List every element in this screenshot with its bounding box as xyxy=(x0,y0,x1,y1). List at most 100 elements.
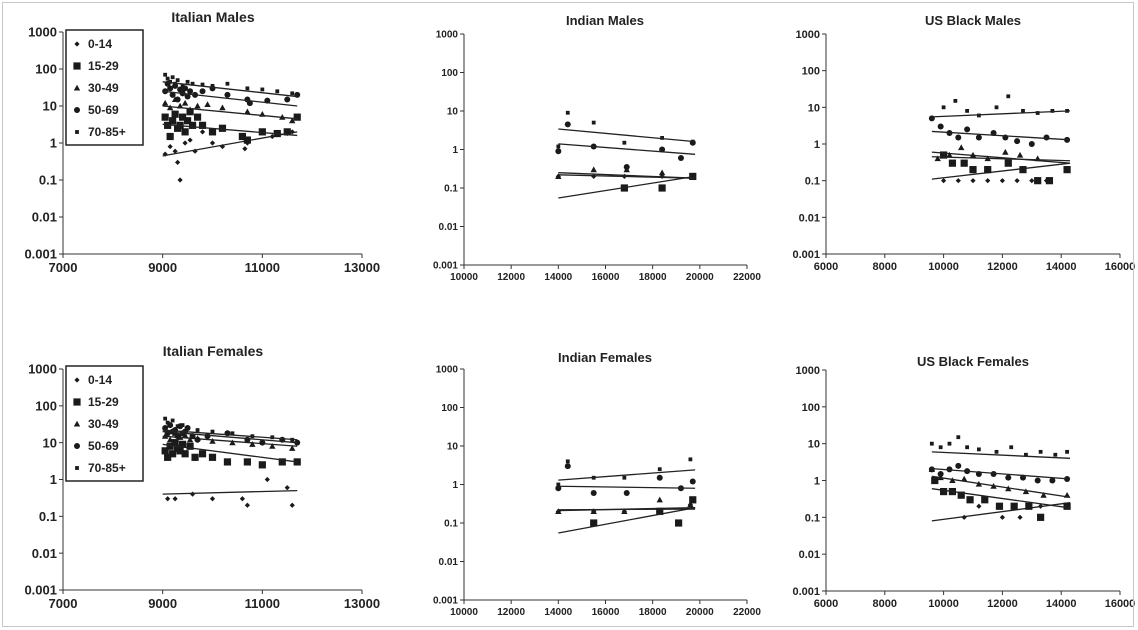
data-point xyxy=(1053,452,1058,457)
data-point xyxy=(675,519,683,527)
x-tick-label: 11000 xyxy=(245,596,280,611)
data-point xyxy=(208,128,217,136)
y-tick-label: 1000 xyxy=(28,25,57,40)
data-point xyxy=(976,447,981,452)
data-point xyxy=(187,88,194,95)
data-point xyxy=(956,435,961,440)
data-point xyxy=(564,463,571,470)
data-point xyxy=(958,144,965,151)
legend-box xyxy=(65,365,144,482)
data-point xyxy=(689,496,697,504)
data-point xyxy=(929,116,934,121)
series-50-69 xyxy=(162,80,301,107)
x-tick-label: 8000 xyxy=(873,598,897,610)
data-point xyxy=(172,496,178,502)
data-point xyxy=(965,108,970,113)
data-point xyxy=(1004,159,1012,167)
data-point xyxy=(623,490,630,497)
data-point xyxy=(185,79,190,84)
data-point xyxy=(949,477,956,484)
data-point xyxy=(169,91,176,98)
data-point xyxy=(171,439,179,447)
data-point xyxy=(999,178,1005,184)
trend-line xyxy=(931,151,1071,164)
series-70-85 xyxy=(162,72,298,98)
x-tick-label: 16000 xyxy=(1105,261,1136,273)
data-point xyxy=(941,105,946,110)
data-point xyxy=(164,453,172,461)
data-point xyxy=(181,128,189,136)
y-tick-label: 100 xyxy=(35,62,57,77)
panel-us-black-females: US Black Females 0.001 0.01 0.1 1 10 100 1000 60… xyxy=(792,354,1135,610)
data-point xyxy=(1037,513,1045,521)
x-tick-label: 8000 xyxy=(873,261,897,273)
data-point xyxy=(1065,449,1069,454)
y-tick-label: 1 xyxy=(814,139,820,151)
data-point xyxy=(1028,141,1035,147)
data-point xyxy=(293,113,301,121)
y-tick-label: 0.001 xyxy=(792,586,820,598)
data-point xyxy=(239,496,245,502)
data-point xyxy=(1010,502,1018,510)
data-point xyxy=(1014,178,1020,184)
data-point xyxy=(940,487,948,496)
data-point xyxy=(210,83,215,88)
data-point xyxy=(180,83,185,88)
y-tick-label: 10 xyxy=(808,439,820,451)
data-point xyxy=(934,155,941,162)
data-point xyxy=(659,146,666,153)
data-point xyxy=(174,96,181,103)
legend-label: 15-29 xyxy=(88,59,119,73)
series-50-69 xyxy=(555,121,696,171)
y-tick-label: 0.1 xyxy=(444,184,458,195)
data-point xyxy=(289,502,295,508)
data-point xyxy=(555,148,562,155)
y-tick-label: 1 xyxy=(814,475,820,487)
data-point xyxy=(168,79,173,84)
y-tick-label: 100 xyxy=(802,66,820,78)
data-point xyxy=(289,117,296,124)
data-point xyxy=(169,117,177,125)
data-point xyxy=(218,124,227,132)
data-point xyxy=(660,136,664,140)
series-0-14 xyxy=(162,476,298,508)
data-point xyxy=(565,459,570,464)
x-tick-label: 16000 xyxy=(1105,598,1136,610)
data-point xyxy=(249,441,256,447)
data-point xyxy=(264,476,270,483)
data-point xyxy=(590,490,597,497)
x-tick-label: 6000 xyxy=(814,598,838,610)
data-point xyxy=(185,426,190,430)
data-point xyxy=(194,436,201,443)
x-tick-label: 20000 xyxy=(686,607,714,618)
data-point xyxy=(174,433,181,440)
data-point xyxy=(186,436,194,443)
legend-marker-30-49 xyxy=(73,420,81,427)
data-point xyxy=(190,81,195,86)
x-tick-label: 13000 xyxy=(344,260,380,275)
data-point xyxy=(656,507,664,516)
data-point xyxy=(590,166,597,173)
legend-marker-70-85 xyxy=(75,466,79,470)
y-tick-label: 10 xyxy=(808,102,820,114)
chart-title: Indian Females xyxy=(558,350,652,365)
data-point xyxy=(658,184,666,192)
trend-line xyxy=(931,156,1071,162)
data-point xyxy=(278,458,286,466)
data-point xyxy=(166,442,174,450)
data-point xyxy=(1016,151,1024,158)
series-0-14 xyxy=(931,502,1071,522)
trend-line xyxy=(931,467,1071,480)
data-point xyxy=(940,151,948,159)
legend-label: 0-14 xyxy=(88,37,112,51)
trend-line xyxy=(931,130,1071,141)
legend-marker-30-49 xyxy=(73,84,81,91)
data-point xyxy=(961,514,967,520)
series-70-85 xyxy=(929,435,1071,459)
y-tick-label: 0.001 xyxy=(24,247,57,262)
data-point xyxy=(182,140,188,146)
series-50-69 xyxy=(928,462,1071,484)
series-15-29 xyxy=(931,476,1071,521)
data-point xyxy=(175,159,181,165)
